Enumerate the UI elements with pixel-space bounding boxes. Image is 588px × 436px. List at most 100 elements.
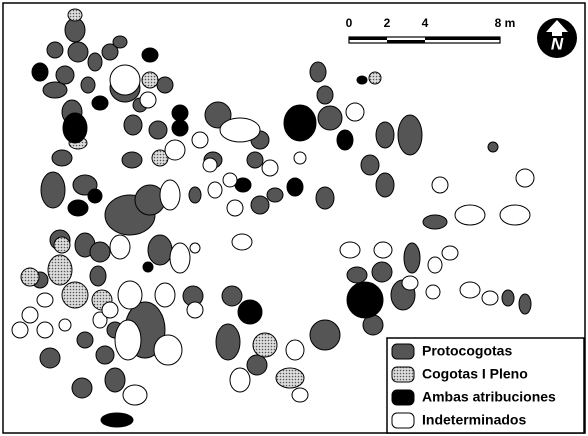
feature <box>454 204 486 226</box>
feature <box>371 261 393 283</box>
feature <box>316 85 334 105</box>
feature <box>397 114 423 156</box>
feature <box>156 76 174 94</box>
feature <box>202 157 218 173</box>
feature <box>219 117 261 143</box>
feature <box>481 290 499 306</box>
scale-label: 0 <box>346 16 353 30</box>
feature <box>373 241 393 259</box>
feature <box>67 41 89 63</box>
scale-bar: 0 2 4 8 m <box>346 16 516 44</box>
feature <box>309 319 341 351</box>
legend-label: Ambas atribuciones <box>422 389 556 405</box>
feature <box>141 47 159 63</box>
feature <box>422 214 448 230</box>
feature <box>346 281 384 319</box>
feature <box>186 301 204 319</box>
feature <box>459 281 481 299</box>
feature <box>229 367 251 393</box>
feature <box>89 241 111 263</box>
feature <box>226 199 244 217</box>
feature <box>293 151 307 165</box>
feature <box>117 280 143 310</box>
feature <box>291 387 309 403</box>
feature <box>92 311 108 329</box>
feature <box>42 81 68 99</box>
feature <box>375 172 395 198</box>
legend-label: Protocogotas <box>422 343 512 359</box>
scale-label: 8 m <box>495 16 516 30</box>
north-arrowhead <box>546 20 568 36</box>
feature <box>401 275 419 291</box>
feature <box>515 168 535 188</box>
feature <box>346 266 368 284</box>
feature <box>222 172 238 188</box>
feature <box>309 61 327 83</box>
feature <box>20 267 40 287</box>
feature <box>47 254 73 286</box>
features <box>11 8 535 428</box>
feature <box>315 186 335 210</box>
feature <box>101 301 119 319</box>
feature <box>375 121 395 149</box>
scale-label: 4 <box>422 16 429 30</box>
legend-swatch <box>391 412 415 429</box>
feature <box>40 171 66 209</box>
feature <box>91 95 109 111</box>
north-circle <box>537 18 577 58</box>
legend-frame <box>386 337 585 434</box>
feature <box>53 236 71 254</box>
feature <box>142 261 154 273</box>
feature <box>261 159 279 177</box>
feature <box>36 292 54 308</box>
feature <box>62 112 88 144</box>
feature <box>189 242 201 254</box>
north-arrow: N <box>537 18 577 58</box>
feature <box>250 195 270 215</box>
feature <box>51 149 73 167</box>
feature <box>104 367 126 393</box>
feature <box>360 154 380 176</box>
feature <box>345 102 365 122</box>
scale-seg <box>387 40 425 43</box>
feature <box>109 64 141 96</box>
feature <box>67 8 83 22</box>
feature <box>58 318 72 332</box>
feature <box>221 285 243 307</box>
feature <box>518 293 532 315</box>
feature <box>266 187 284 203</box>
feature <box>80 76 96 94</box>
scale-seg <box>425 37 500 40</box>
feature <box>339 241 361 259</box>
legend-label: Cogotas I Pleno <box>422 366 528 382</box>
feature <box>171 104 189 122</box>
feature <box>151 149 169 167</box>
feature <box>71 377 93 399</box>
feature <box>501 289 515 307</box>
feature <box>21 306 39 324</box>
feature <box>237 299 263 325</box>
feature <box>100 412 134 428</box>
feature <box>64 17 86 43</box>
feature <box>67 199 89 217</box>
legend-swatch <box>391 389 415 406</box>
feature <box>275 367 305 389</box>
feature <box>114 319 142 361</box>
feature <box>122 384 148 406</box>
feature <box>215 323 241 361</box>
feature <box>317 105 343 131</box>
feature <box>55 65 75 85</box>
feature <box>252 332 278 358</box>
feature <box>441 245 459 261</box>
feature <box>425 284 441 300</box>
feature <box>154 282 176 308</box>
feature <box>427 256 443 274</box>
feature <box>109 234 131 260</box>
scale-seg <box>349 37 387 40</box>
feature <box>148 120 168 140</box>
feature <box>95 345 115 365</box>
feature <box>204 101 232 129</box>
feature <box>286 177 304 197</box>
scale-label: 2 <box>384 16 391 30</box>
